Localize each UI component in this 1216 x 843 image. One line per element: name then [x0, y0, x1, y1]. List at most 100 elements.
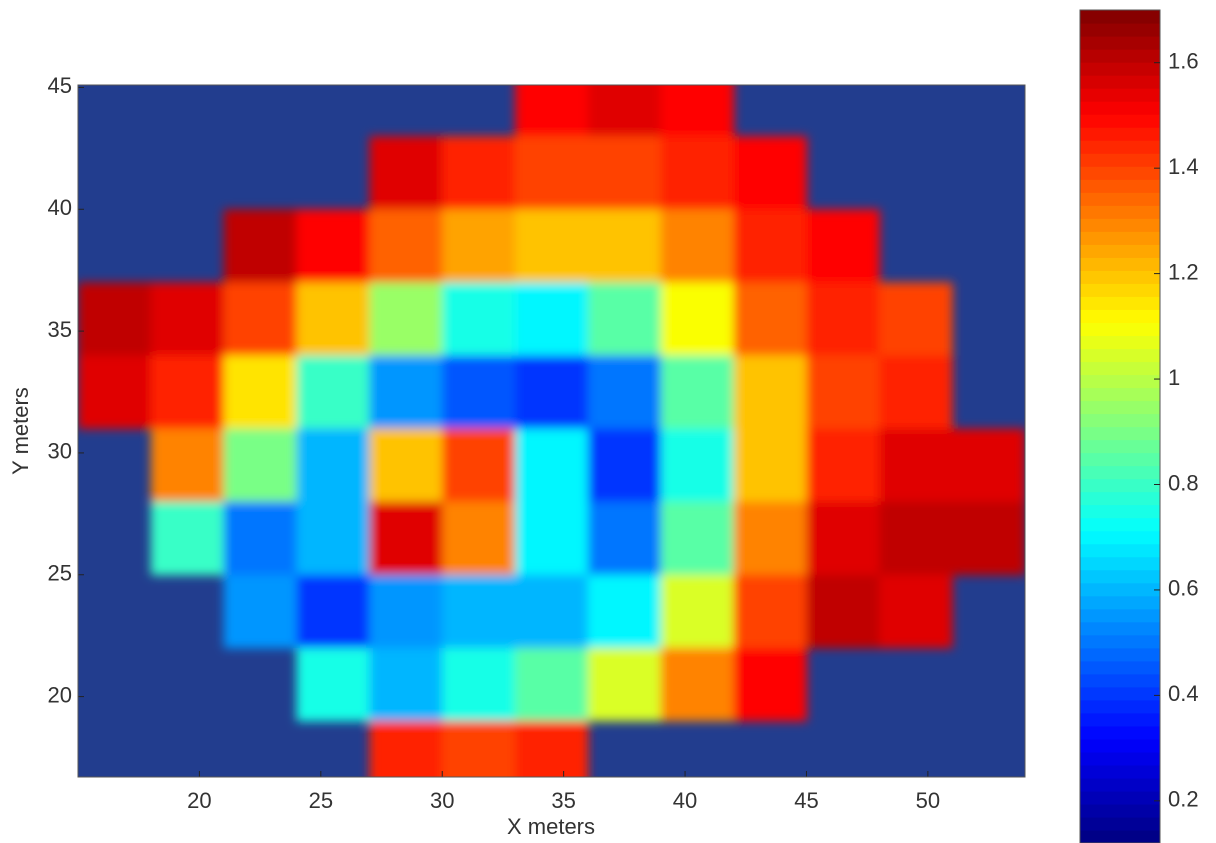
cell — [224, 282, 297, 356]
colorbar-step — [1080, 648, 1160, 662]
colorbar-step — [1080, 127, 1160, 141]
colorbar-step — [1080, 153, 1160, 167]
colorbar-step — [1080, 492, 1160, 506]
colorbar-step — [1080, 596, 1160, 610]
colorbar-step — [1080, 244, 1160, 258]
cell — [734, 136, 807, 210]
colorbar-step — [1080, 270, 1160, 284]
cell — [588, 355, 661, 429]
cell — [297, 282, 370, 356]
cell — [224, 429, 297, 503]
colorbar: 0.20.40.60.811.21.41.6 — [1080, 10, 1199, 843]
x-tick-label: 40 — [673, 788, 697, 813]
cell — [369, 502, 442, 576]
cell — [297, 429, 370, 503]
x-tick-label: 25 — [309, 788, 333, 813]
cell — [661, 63, 734, 137]
cell — [515, 721, 588, 795]
cell — [661, 209, 734, 283]
colorbar-step — [1080, 466, 1160, 480]
cell — [78, 282, 151, 356]
cell — [661, 136, 734, 210]
cell — [734, 648, 807, 722]
colorbar-step — [1080, 75, 1160, 89]
cell — [151, 502, 224, 576]
y-tick-label: 25 — [48, 561, 72, 586]
cell — [369, 721, 442, 795]
cell — [734, 429, 807, 503]
colorbar-step — [1080, 817, 1160, 831]
cell — [515, 136, 588, 210]
cell — [515, 282, 588, 356]
cell — [442, 648, 515, 722]
cell — [442, 502, 515, 576]
colorbar-step — [1080, 374, 1160, 388]
cell — [369, 355, 442, 429]
colorbar-step — [1080, 713, 1160, 727]
cell — [879, 429, 952, 503]
cell — [224, 575, 297, 649]
colorbar-tick-label: 0.4 — [1168, 681, 1199, 706]
colorbar-tick-label: 1 — [1168, 365, 1180, 390]
colorbar-step — [1080, 505, 1160, 519]
colorbar-step — [1080, 765, 1160, 779]
colorbar-step — [1080, 687, 1160, 701]
colorbar-step — [1080, 23, 1160, 37]
cell — [515, 575, 588, 649]
colorbar-step — [1080, 400, 1160, 414]
cell — [661, 429, 734, 503]
cell — [734, 355, 807, 429]
colorbar-step — [1080, 101, 1160, 115]
cell — [442, 575, 515, 649]
cell — [515, 209, 588, 283]
colorbar-step — [1080, 348, 1160, 362]
cell — [515, 648, 588, 722]
colorbar-step — [1080, 296, 1160, 310]
cell — [661, 355, 734, 429]
y-axis-label: Y meters — [8, 387, 33, 475]
cell — [297, 575, 370, 649]
cell — [806, 502, 879, 576]
cell — [806, 429, 879, 503]
cell — [515, 502, 588, 576]
cell — [879, 575, 952, 649]
colorbar-step — [1080, 804, 1160, 818]
cell — [442, 282, 515, 356]
x-tick-label: 20 — [187, 788, 211, 813]
cell — [369, 209, 442, 283]
colorbar-step — [1080, 661, 1160, 675]
colorbar-step — [1080, 231, 1160, 245]
cell — [588, 136, 661, 210]
cell — [661, 502, 734, 576]
colorbar-step — [1080, 88, 1160, 102]
cell — [297, 209, 370, 283]
colorbar-step — [1080, 544, 1160, 558]
colorbar-step — [1080, 322, 1160, 336]
y-tick-label: 20 — [48, 682, 72, 707]
colorbar-step — [1080, 413, 1160, 427]
cell — [369, 429, 442, 503]
colorbar-step — [1080, 557, 1160, 571]
colorbar-step — [1080, 10, 1160, 24]
colorbar-step — [1080, 791, 1160, 805]
y-tick-label: 45 — [48, 73, 72, 98]
colorbar-step — [1080, 674, 1160, 688]
colorbar-step — [1080, 49, 1160, 63]
colorbar-step — [1080, 518, 1160, 532]
colorbar-step — [1080, 570, 1160, 584]
cell — [297, 502, 370, 576]
colorbar-step — [1080, 583, 1160, 597]
colorbar-step — [1080, 700, 1160, 714]
cell — [734, 282, 807, 356]
colorbar-step — [1080, 453, 1160, 467]
colorbar-step — [1080, 635, 1160, 649]
cell — [297, 648, 370, 722]
cell — [879, 355, 952, 429]
cell — [442, 136, 515, 210]
cell — [588, 282, 661, 356]
colorbar-step — [1080, 752, 1160, 766]
cell — [224, 209, 297, 283]
colorbar-step — [1080, 62, 1160, 76]
colorbar-step — [1080, 309, 1160, 323]
colorbar-step — [1080, 218, 1160, 232]
